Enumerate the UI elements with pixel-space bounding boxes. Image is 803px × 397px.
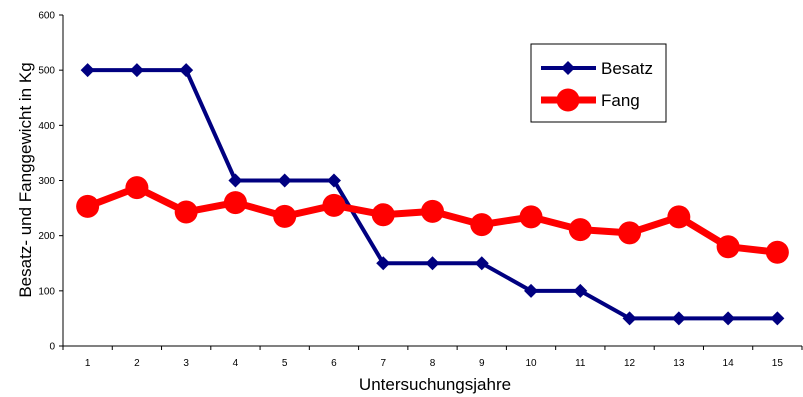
y-axis-title: Besatz- und Fanggewicht in Kg [16,62,35,297]
data-point [277,173,292,188]
data-point [573,283,588,298]
x-tick-label: 13 [673,358,685,369]
data-point [721,311,736,326]
y-tick-label: 500 [38,66,55,77]
data-point [376,256,391,271]
y-tick-label: 200 [38,231,55,242]
x-tick-label: 2 [134,358,140,369]
data-point [671,311,686,326]
data-point [174,200,198,224]
legend-marker [556,88,580,112]
legend-label: Besatz [601,59,653,78]
data-point [80,63,95,78]
legend-box [530,43,667,123]
data-point [524,283,539,298]
data-point [470,213,494,237]
data-point [421,199,444,223]
x-tick-label: 10 [525,358,537,369]
x-tick-label: 1 [85,358,91,369]
series-besatz [80,63,785,326]
data-point [129,63,144,78]
y-tick-label: 600 [38,11,55,22]
data-point [76,194,100,218]
x-tick-label: 14 [723,358,735,369]
data-point [326,173,341,188]
x-ticks: 1 2 3 4 5 6 7 8 9 10 11 12 13 14 15 [62,346,803,369]
data-point [179,63,194,78]
data-point [125,176,149,200]
data-point [322,193,346,217]
x-tick-label: 11 [575,358,586,369]
data-point [667,205,691,229]
y-tick-label: 300 [38,176,55,187]
series-line [87,68,778,321]
legend-item: Fang [541,88,640,112]
data-point [765,240,789,264]
x-tick-label: 15 [772,358,784,369]
data-point [716,235,740,259]
x-tick-label: 8 [430,358,436,369]
x-tick-label: 12 [624,358,636,369]
data-point [770,311,785,326]
data-point [228,173,243,188]
data-point [568,218,592,242]
y-ticks: 0 100 200 300 400 500 600 [38,11,63,353]
data-point [618,221,642,245]
series-layer [76,63,789,326]
series-fang [76,176,789,264]
x-tick-label: 6 [331,358,337,369]
data-point [371,203,395,227]
y-tick-label: 400 [38,121,55,132]
x-axis-title: Untersuchungsjahre [359,375,511,394]
x-tick-label: 4 [233,358,239,369]
data-point [474,256,489,271]
x-tick-label: 7 [380,358,386,369]
data-point [425,256,440,271]
x-tick-label: 3 [183,358,189,369]
legend-label: Fang [601,91,640,110]
x-tick-label: 5 [282,358,288,369]
legend-marker [561,61,575,75]
data-point [519,205,543,229]
data-point [223,191,247,215]
data-point [622,311,637,326]
legend-item: Besatz [541,59,653,78]
y-tick-label: 0 [49,342,55,353]
x-tick-label: 9 [479,358,485,369]
y-tick-label: 100 [38,286,55,297]
data-point [273,204,297,228]
legend: Besatz Fang [530,43,667,123]
